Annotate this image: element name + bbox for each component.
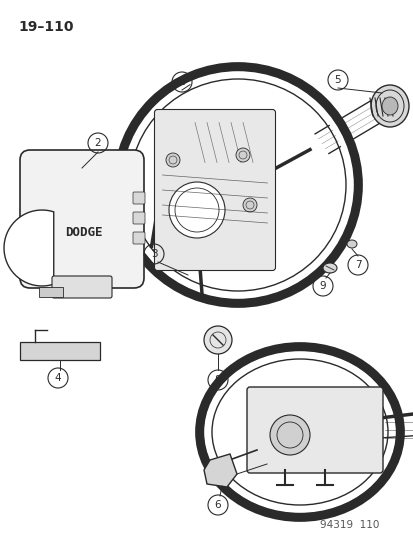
FancyBboxPatch shape bbox=[247, 387, 382, 473]
Ellipse shape bbox=[199, 347, 399, 517]
FancyBboxPatch shape bbox=[52, 276, 112, 298]
Polygon shape bbox=[4, 210, 54, 286]
Ellipse shape bbox=[346, 240, 356, 248]
Text: 94319  110: 94319 110 bbox=[320, 520, 379, 530]
Ellipse shape bbox=[370, 85, 408, 127]
Ellipse shape bbox=[118, 67, 357, 303]
FancyBboxPatch shape bbox=[133, 192, 145, 204]
Circle shape bbox=[169, 182, 224, 238]
FancyBboxPatch shape bbox=[20, 342, 100, 360]
FancyBboxPatch shape bbox=[20, 150, 144, 288]
Circle shape bbox=[242, 198, 256, 212]
Ellipse shape bbox=[381, 97, 397, 115]
Text: 6: 6 bbox=[214, 500, 221, 510]
Text: 3: 3 bbox=[150, 249, 157, 259]
Text: 2: 2 bbox=[95, 138, 101, 148]
Text: 7: 7 bbox=[354, 260, 361, 270]
Circle shape bbox=[269, 415, 309, 455]
Text: 1: 1 bbox=[178, 77, 185, 87]
Circle shape bbox=[166, 153, 180, 167]
Circle shape bbox=[235, 148, 249, 162]
Text: 5: 5 bbox=[334, 75, 340, 85]
FancyBboxPatch shape bbox=[39, 287, 63, 297]
Text: DODGE: DODGE bbox=[65, 227, 102, 239]
Polygon shape bbox=[204, 454, 236, 487]
FancyBboxPatch shape bbox=[154, 109, 275, 271]
FancyBboxPatch shape bbox=[133, 232, 145, 244]
Text: 8: 8 bbox=[214, 375, 221, 385]
Text: 9: 9 bbox=[319, 281, 325, 291]
FancyBboxPatch shape bbox=[133, 212, 145, 224]
Text: 4: 4 bbox=[55, 373, 61, 383]
Ellipse shape bbox=[322, 263, 336, 273]
Text: 19–110: 19–110 bbox=[18, 20, 74, 34]
Circle shape bbox=[204, 326, 231, 354]
